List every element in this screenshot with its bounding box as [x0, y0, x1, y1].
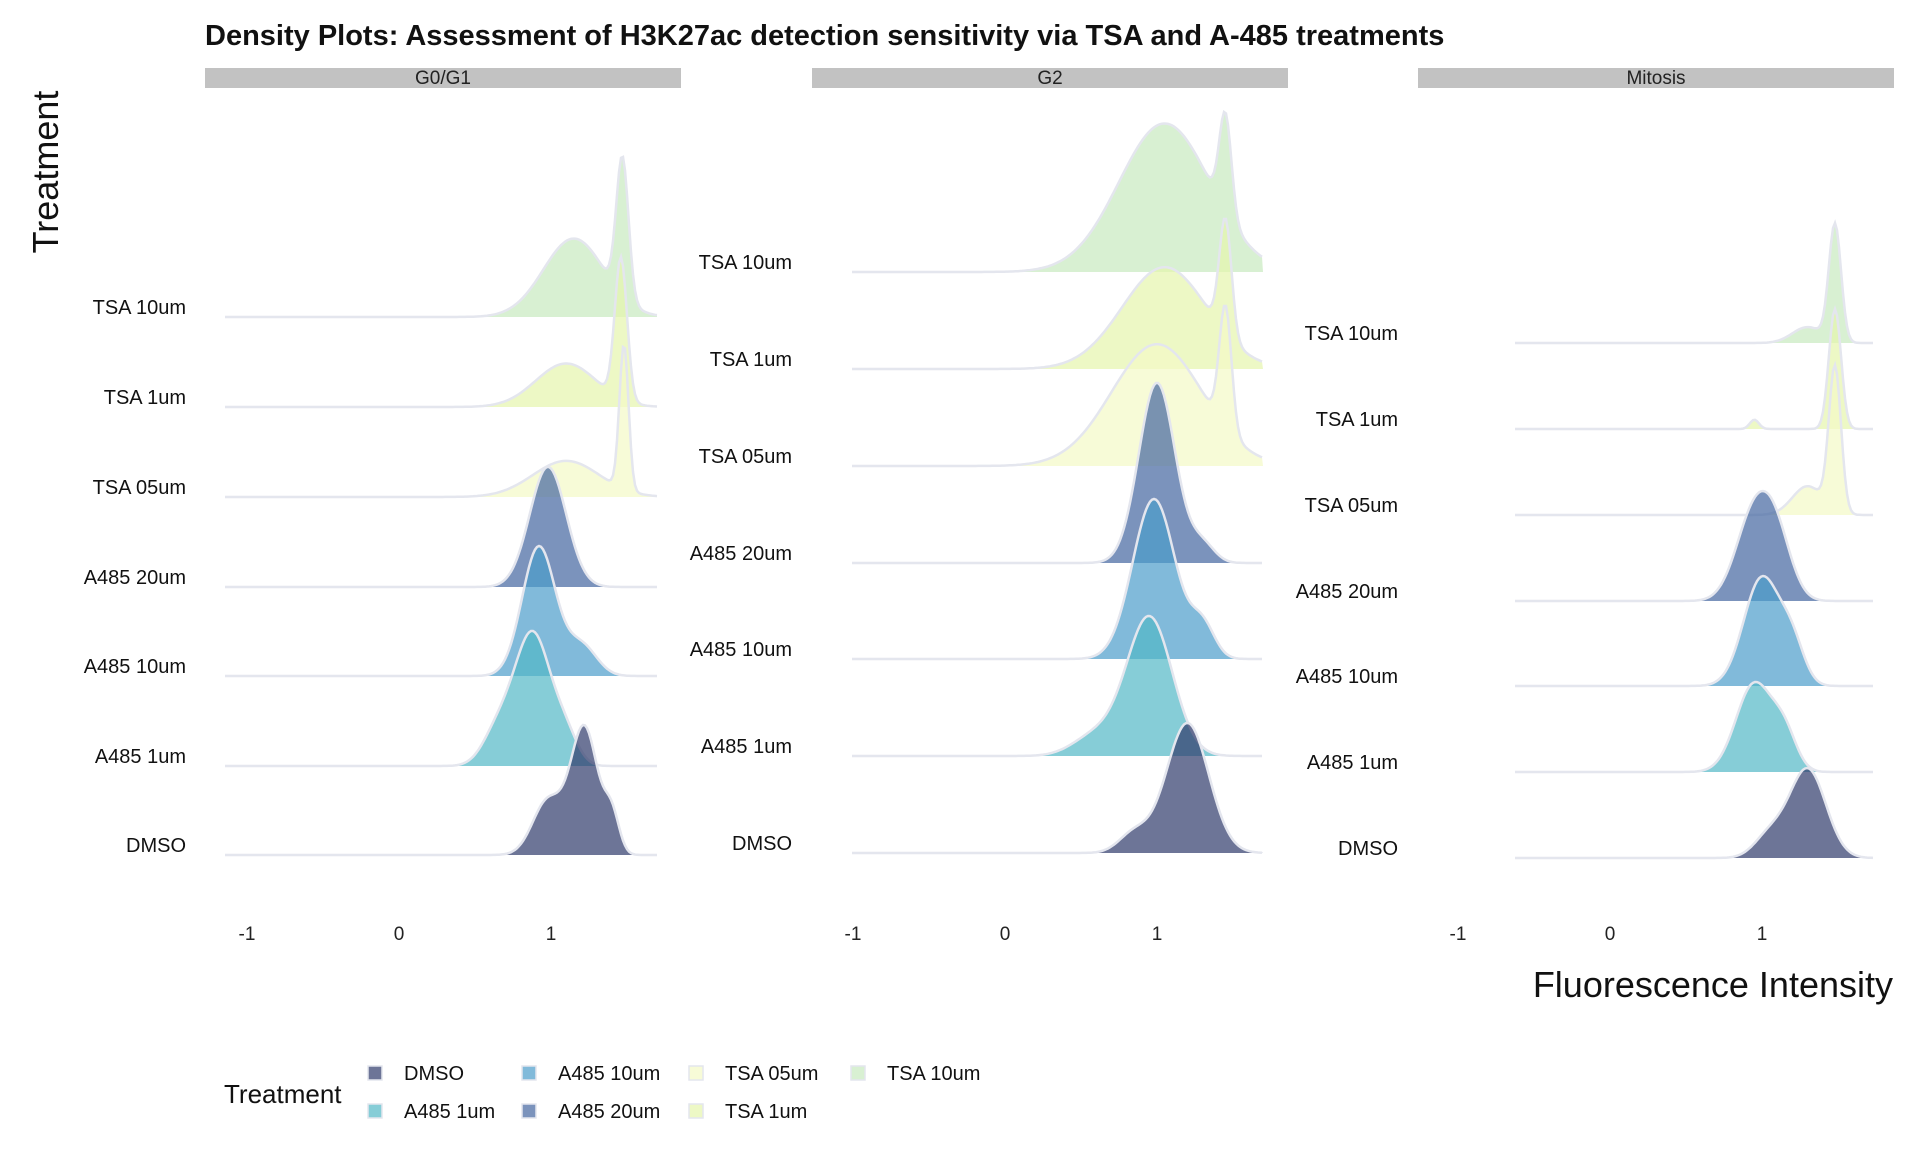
facet-g2: G2 TSA 10um TSA 1um TSA 05um A485 20um A485 1… [690, 68, 1288, 945]
legend-key-dmso [367, 1065, 383, 1081]
legend-key-tsa-05um [688, 1065, 704, 1081]
y-tick-label: TSA 10um [699, 252, 792, 274]
facet-strip-label: G0/G1 [415, 68, 471, 89]
x-tick-label: -1 [845, 924, 862, 945]
x-tick-label: 0 [1000, 924, 1011, 945]
facet-panels: G0/G1 TSA 10um TSA 1um TSA 05um A485 20um A48… [84, 68, 1894, 945]
density-area-tsa-05um [225, 347, 657, 497]
density-area-a485-10um [225, 546, 657, 676]
density-outline-tsa-10um [852, 109, 1263, 274]
y-tick-label: A485 1um [701, 736, 792, 758]
density-area-tsa-1um [225, 257, 657, 407]
legend-key-a485-20um [521, 1103, 537, 1119]
density-outline-tsa-1um [852, 217, 1263, 371]
y-tick-label: DMSO [732, 833, 792, 855]
legend-key-tsa-1um [688, 1103, 704, 1119]
density-area-tsa-10um [852, 112, 1263, 272]
density-area-a485-10um [852, 499, 1263, 659]
density-outline-tsa-05um [852, 304, 1263, 468]
facet-strip [205, 68, 681, 88]
y-tick-label: DMSO [1338, 838, 1398, 860]
x-axis-title: Fluorescence Intensity [1533, 964, 1893, 1005]
y-tick-label: A485 10um [690, 639, 792, 661]
facet-strip-label: G2 [1037, 68, 1062, 89]
legend-key-a485-10um [521, 1065, 537, 1081]
y-tick-label: TSA 05um [699, 446, 792, 468]
y-tick-label: TSA 10um [93, 297, 186, 319]
legend-label: A485 1um [404, 1101, 495, 1123]
x-tick-label: 0 [394, 924, 405, 945]
density-outline-a485-10um [225, 544, 657, 678]
density-outline-a485-1um [1515, 680, 1873, 774]
density-outline-tsa-05um [1515, 360, 1873, 517]
chart-title: Density Plots: Assessment of H3K27ac det… [205, 20, 1444, 52]
y-tick-label: A485 20um [1296, 581, 1398, 603]
y-axis-title: Treatment [25, 91, 66, 254]
density-outline-dmso [225, 723, 657, 857]
y-tick-label: A485 20um [690, 543, 792, 565]
legend-label: TSA 05um [725, 1063, 818, 1085]
facet-mitosis: Mitosis TSA 10um TSA 1um TSA 05um A485 20um A… [1296, 68, 1894, 945]
y-tick-label: TSA 05um [93, 477, 186, 499]
x-tick-label: 1 [1757, 924, 1768, 945]
density-outline-a485-20um [852, 381, 1262, 565]
legend-title: Treatment [224, 1079, 342, 1109]
facet-strip [812, 68, 1288, 88]
legend-label: DMSO [404, 1063, 464, 1085]
density-outline-tsa-10um [225, 155, 658, 319]
density-area-a485-1um [225, 631, 657, 766]
density-outline-dmso [852, 721, 1263, 855]
y-tick-label: A485 10um [1296, 666, 1398, 688]
legend: Treatment DMSO A485 1um A485 10um A485 20um… [224, 1063, 980, 1123]
facet-strip-label: Mitosis [1626, 68, 1685, 89]
density-area-a485-10um [1515, 576, 1873, 686]
x-tick-label: -1 [239, 924, 256, 945]
density-area-dmso [852, 723, 1263, 853]
density-outline-dmso [1515, 766, 1874, 860]
y-tick-label: TSA 1um [104, 387, 186, 409]
density-area-a485-20um [225, 467, 657, 587]
y-tick-label: TSA 10um [1305, 323, 1398, 345]
density-outline-a485-20um [225, 465, 657, 589]
legend-key-a485-1um [367, 1103, 383, 1119]
density-outline-a485-10um [852, 497, 1262, 661]
density-area-a485-1um [852, 616, 1263, 756]
x-tick-label: 1 [1152, 924, 1163, 945]
density-area-a485-20um [1515, 491, 1873, 601]
density-outline-tsa-05um [225, 344, 658, 499]
legend-label: A485 20um [558, 1101, 660, 1123]
legend-key-tsa-10um [850, 1065, 866, 1081]
y-tick-label: TSA 1um [710, 349, 792, 371]
legend-label: TSA 1um [725, 1101, 807, 1123]
y-tick-label: A485 1um [1307, 752, 1398, 774]
y-tick-label: A485 1um [95, 746, 186, 768]
density-area-a485-1um [1515, 682, 1873, 772]
density-outline-tsa-10um [1515, 219, 1873, 345]
facet-strip [1418, 68, 1894, 88]
y-tick-label: TSA 1um [1316, 409, 1398, 431]
facet-g0-g1: G0/G1 TSA 10um TSA 1um TSA 05um A485 20um A48… [84, 68, 681, 945]
density-area-tsa-05um [1515, 365, 1873, 515]
density-area-tsa-1um [852, 219, 1263, 369]
density-outline-tsa-1um [225, 252, 658, 409]
density-outline-a485-10um [1515, 574, 1873, 688]
density-area-dmso [1515, 768, 1873, 858]
x-tick-label: 1 [546, 924, 557, 945]
legend-label: A485 10um [558, 1063, 660, 1085]
density-outline-a485-20um [1515, 489, 1873, 603]
density-area-dmso [225, 725, 657, 855]
density-outline-tsa-1um [1515, 304, 1873, 431]
legend-label: TSA 10um [887, 1063, 980, 1085]
x-tick-label: -1 [1450, 924, 1467, 945]
x-tick-label: 0 [1605, 924, 1616, 945]
y-tick-label: DMSO [126, 835, 186, 857]
y-tick-label: TSA 05um [1305, 495, 1398, 517]
y-tick-label: A485 20um [84, 567, 186, 589]
density-area-tsa-10um [225, 157, 657, 317]
y-tick-label: A485 10um [84, 656, 186, 678]
